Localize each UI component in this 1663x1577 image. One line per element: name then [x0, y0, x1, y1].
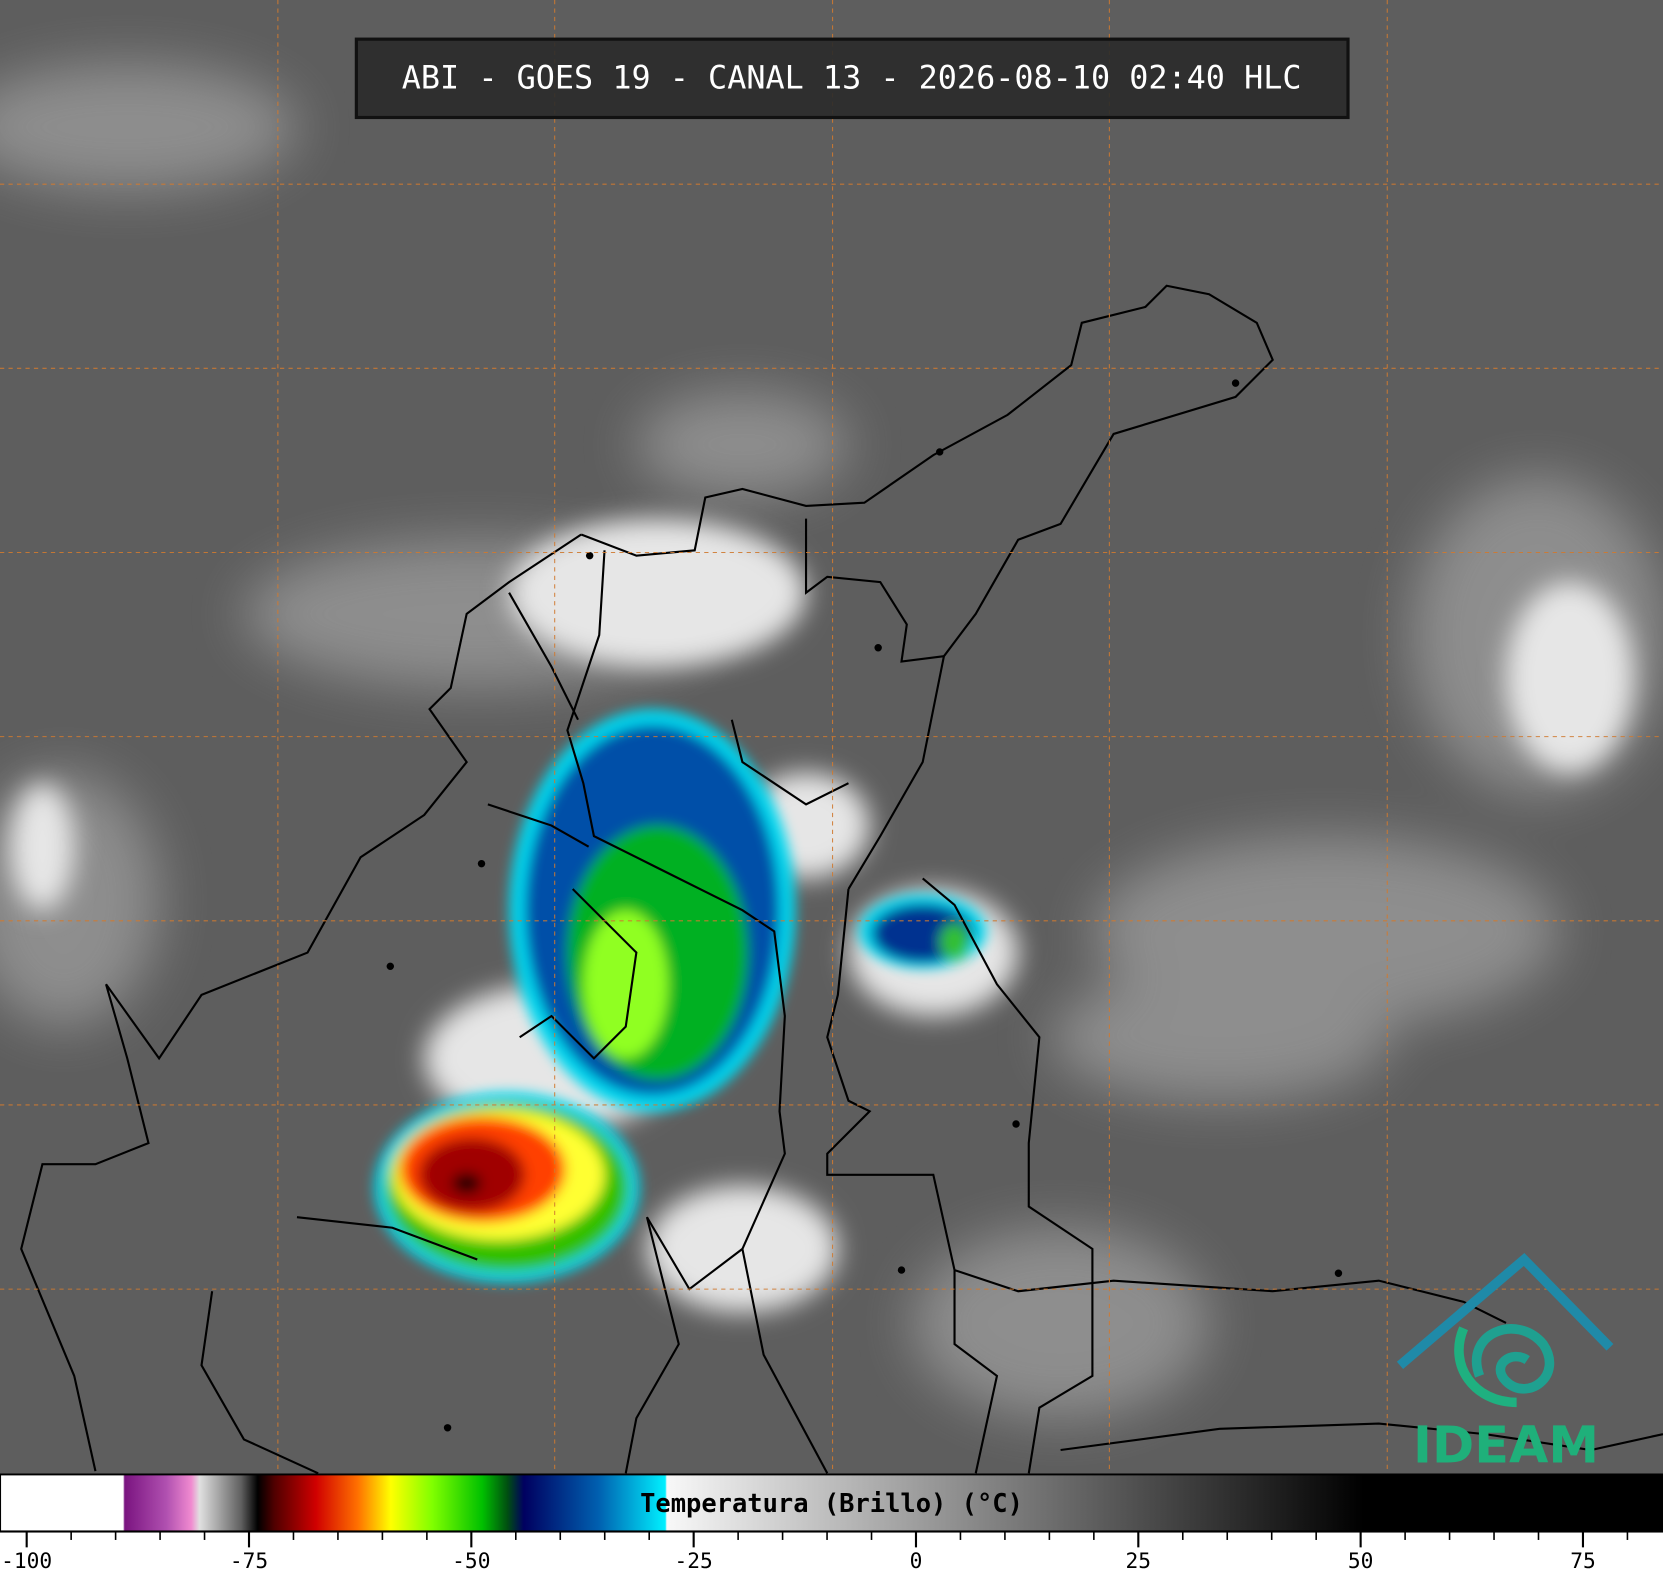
tick-label: -25	[675, 1548, 713, 1573]
tick-label: -75	[230, 1548, 268, 1573]
tick-label: 50	[1348, 1548, 1374, 1573]
tick-label: 0	[910, 1548, 923, 1573]
title-box: ABI - GOES 19 - CANAL 13 - 2026-08-10 02…	[354, 37, 1350, 120]
colorbar: Temperatura (Brillo) (°C) -100 -75 -50 -25 0…	[0, 1473, 1663, 1573]
cities	[386, 379, 1343, 1432]
logo: IDEAM	[1396, 1252, 1614, 1475]
graticule	[0, 0, 1663, 1474]
tick-label: 75	[1570, 1548, 1596, 1573]
title: ABI - GOES 19 - CANAL 13 - 2026-08-10 02…	[402, 60, 1302, 96]
tick-label: 25	[1126, 1548, 1152, 1573]
tick-label: -100	[1, 1548, 52, 1573]
colorbar-label: Temperatura (Brillo) (°C)	[640, 1488, 1023, 1518]
tick-label: -50	[452, 1548, 490, 1573]
logo-text: IDEAM	[1413, 1416, 1599, 1475]
